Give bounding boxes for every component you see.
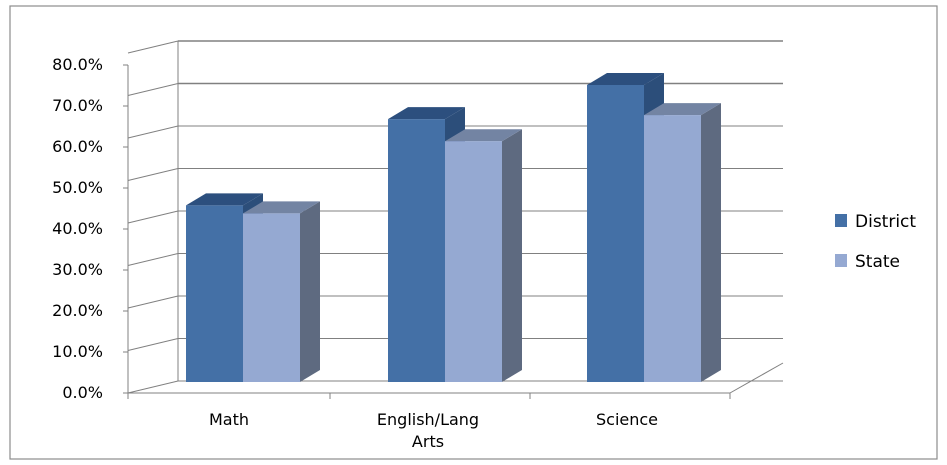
gridline-diagonal	[127, 40, 179, 54]
bar-top	[186, 193, 263, 206]
gridline-diagonal	[127, 253, 179, 266]
gridline-diagonal	[127, 210, 179, 224]
bar-state	[243, 213, 300, 382]
bar-top	[445, 129, 522, 142]
x-axis-category-labels: Math English/Lang Arts Science	[209, 410, 658, 451]
y-tick-label: 40.0%	[52, 219, 103, 238]
y-tick-label: 30.0%	[52, 260, 103, 279]
bar-state	[445, 141, 502, 382]
legend-label-district: District	[855, 212, 916, 232]
bar-top	[644, 103, 721, 116]
x-category-label: Science	[596, 410, 658, 429]
y-tick-label: 70.0%	[52, 96, 103, 115]
bar-top	[243, 201, 320, 214]
bar-district	[186, 205, 243, 382]
y-tick-label: 80.0%	[52, 55, 103, 74]
bar-top	[587, 73, 664, 85]
y-tick-label: 60.0%	[52, 137, 103, 156]
bar-side	[502, 129, 522, 382]
gridline-diagonal	[127, 295, 179, 309]
x-category-label: English/Lang Arts	[377, 410, 479, 451]
floor-right-edge	[729, 362, 784, 394]
bar-state	[644, 115, 701, 382]
legend-swatch-state	[835, 254, 847, 267]
x-category-label: Math	[209, 410, 249, 429]
legend-swatch-district	[835, 214, 847, 227]
y-tick-label: 0.0%	[62, 383, 103, 402]
legend-label-state: State	[855, 252, 900, 272]
bars	[186, 73, 721, 382]
y-axis-tick-labels: 0.0% 10.0% 20.0% 30.0% 40.0% 50.0% 60.0% 70.0% 8…	[52, 55, 103, 402]
gridline-diagonal	[127, 338, 179, 351]
gridline-diagonal	[127, 380, 179, 394]
bar-top	[388, 107, 465, 120]
gridline-diagonal	[127, 125, 179, 139]
bar-side	[701, 103, 721, 382]
axes	[123, 64, 784, 399]
gridline-diagonal	[127, 83, 179, 96]
y-tick-label: 20.0%	[52, 301, 103, 320]
bar-district	[388, 119, 445, 382]
y-tick-label: 10.0%	[52, 342, 103, 361]
bar-district	[587, 85, 644, 382]
gridline-diagonal	[127, 168, 179, 181]
bar-side	[300, 201, 320, 382]
legend: District State	[835, 212, 916, 272]
y-tick-label: 50.0%	[52, 178, 103, 197]
